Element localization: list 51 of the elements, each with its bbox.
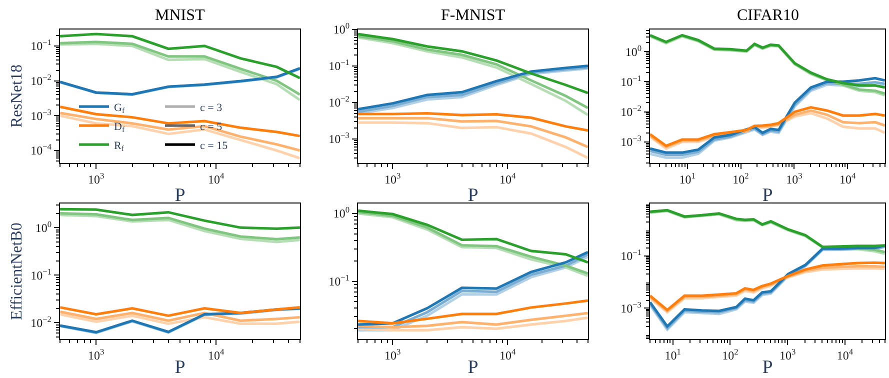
chart-title: CIFAR10 bbox=[737, 7, 799, 24]
x-tick-label: 10$^{4}$ bbox=[500, 348, 517, 363]
y-tick-label: 10$^{−1}$ bbox=[620, 74, 642, 89]
x-tick-label: 10$^{3}$ bbox=[786, 171, 802, 186]
legend-label: D$_{f}$ bbox=[114, 120, 125, 134]
x-tick-label: 10$^{1}$ bbox=[664, 348, 681, 363]
y-tick-label: 10$^{0}$ bbox=[333, 206, 350, 221]
y-axis-title: ResNet18 bbox=[8, 64, 26, 128]
y-tick-label: 10$^{−2}$ bbox=[30, 314, 52, 330]
x-tick-label: 10$^{4}$ bbox=[208, 171, 226, 186]
x-tick-label: 10$^{3}$ bbox=[384, 348, 401, 363]
x-tick-label: 10$^{3}$ bbox=[88, 348, 104, 363]
x-tick-label: 10$^{4}$ bbox=[836, 348, 854, 363]
x-axis-title: P bbox=[762, 185, 773, 206]
x-tick-label: 10$^{4}$ bbox=[208, 348, 226, 363]
x-axis-title: P bbox=[174, 185, 186, 206]
legend-label: c = 15 bbox=[200, 140, 228, 152]
legend-label: c = 3 bbox=[200, 102, 223, 114]
y-tick-label: 10$^{0}$ bbox=[625, 44, 642, 59]
y-tick-label: 10$^{0}$ bbox=[35, 220, 52, 235]
y-tick-label: 10$^{−1}$ bbox=[30, 267, 52, 282]
x-axis-title: P bbox=[468, 185, 478, 206]
y-tick-label: 10$^{−3}$ bbox=[620, 134, 642, 150]
x-axis-title: P bbox=[174, 357, 186, 378]
y-tick-label: 10$^{−3}$ bbox=[328, 131, 350, 146]
y-tick-label: 10$^{−2}$ bbox=[30, 72, 52, 88]
legend-label: G$_{f}$ bbox=[114, 102, 125, 116]
x-axis-title: P bbox=[762, 357, 773, 378]
y-tick-label: 10$^{−1}$ bbox=[30, 38, 52, 54]
x-tick-label: 10$^{4}$ bbox=[840, 171, 857, 186]
y-axis-title: EfficientNetB0 bbox=[8, 222, 26, 320]
x-tick-label: 10$^{4}$ bbox=[500, 171, 517, 186]
x-tick-label: 10$^{3}$ bbox=[779, 348, 796, 363]
y-tick-label: 10$^{−1}$ bbox=[328, 58, 350, 74]
y-tick-label: 10$^{−4}$ bbox=[30, 142, 52, 158]
x-tick-label: 10$^{3}$ bbox=[384, 171, 401, 186]
y-tick-label: 10$^{0}$ bbox=[333, 21, 350, 36]
chart-title: MNIST bbox=[155, 7, 206, 24]
x-tick-label: 10$^{2}$ bbox=[722, 348, 738, 363]
x-tick-label: 10$^{2}$ bbox=[732, 171, 749, 186]
y-tick-label: 10$^{−2}$ bbox=[620, 104, 642, 119]
legend-label: R$_{f}$ bbox=[114, 140, 124, 154]
y-tick-label: 10$^{−3}$ bbox=[620, 300, 642, 316]
y-tick-label: 10$^{−2}$ bbox=[328, 94, 350, 110]
y-tick-label: 10$^{−3}$ bbox=[30, 108, 52, 123]
x-axis-title: P bbox=[468, 357, 478, 378]
y-tick-label: 10$^{−1}$ bbox=[620, 248, 642, 264]
x-tick-label: 10$^{1}$ bbox=[679, 171, 696, 186]
x-tick-label: 10$^{3}$ bbox=[88, 171, 104, 186]
y-tick-label: 10$^{−1}$ bbox=[328, 273, 350, 288]
chart-title: F-MNIST bbox=[441, 7, 506, 24]
